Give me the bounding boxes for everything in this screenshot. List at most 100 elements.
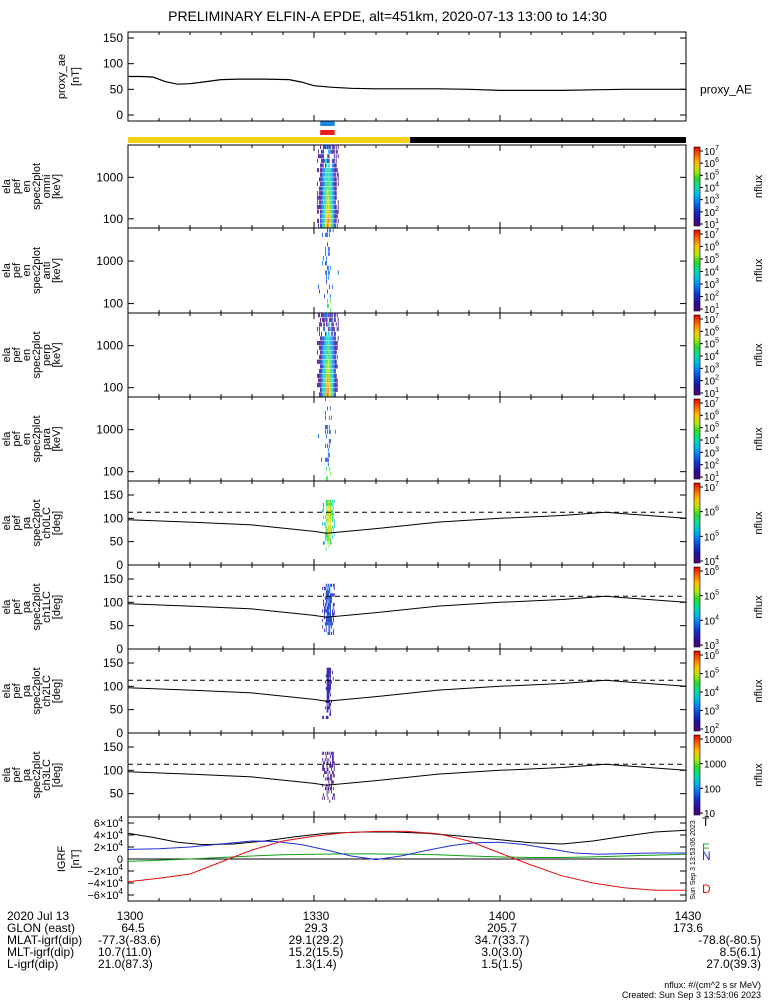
spectrogram-cell xyxy=(332,345,334,350)
spectrogram-cell xyxy=(322,796,324,800)
spectrogram-cell xyxy=(335,214,337,219)
spectrogram-cell xyxy=(333,602,335,607)
spectrogram-cell xyxy=(333,336,335,341)
spectrogram-cell xyxy=(324,378,325,383)
spectrogram-cell xyxy=(324,214,325,219)
y-axis-label-line: para xyxy=(41,427,53,450)
spectrogram-cell xyxy=(332,509,333,513)
spectrogram-cell xyxy=(325,195,326,200)
spectrogram-cell xyxy=(327,761,329,765)
spectrogram-cell xyxy=(327,392,329,397)
spectrogram-cell xyxy=(335,209,337,214)
spectrogram-cell xyxy=(336,172,338,177)
spectrogram-cell xyxy=(334,168,336,173)
spectrogram-cell xyxy=(326,690,328,694)
spectrogram-cell xyxy=(329,499,331,503)
spectrogram-cell xyxy=(331,322,333,327)
spectrogram-cell xyxy=(318,209,319,214)
spectrogram-cell xyxy=(328,512,330,516)
spectrogram-cell xyxy=(327,298,328,304)
y-axis-label-line: pa xyxy=(21,516,33,529)
spectrogram-cell xyxy=(326,158,327,163)
spectrogram-cell xyxy=(326,693,328,697)
spectrogram-cell xyxy=(328,599,330,603)
spectrogram-cell xyxy=(326,317,327,322)
y-tick-label: −6×104 xyxy=(87,887,123,902)
spectrogram-cell xyxy=(325,177,326,182)
spectrogram-cell xyxy=(328,191,330,196)
spectrogram-cell xyxy=(332,223,334,228)
spectrogram-cell xyxy=(329,528,331,532)
spectrogram-cell xyxy=(322,609,324,613)
spectrogram-cell xyxy=(325,415,326,420)
spectrogram-cell xyxy=(329,149,331,154)
spectrogram-cell xyxy=(328,509,330,513)
spectrogram-cell xyxy=(329,223,331,228)
spectrogram-cell xyxy=(321,168,322,173)
spectrogram-cell xyxy=(327,515,329,519)
spectrogram-cell xyxy=(331,317,333,322)
spectrogram-cell xyxy=(329,502,331,507)
spectrogram-cell xyxy=(331,790,332,794)
colorbar-label: nflux xyxy=(753,427,765,451)
spectrogram-cell xyxy=(322,181,323,186)
spectrogram-cell xyxy=(329,506,331,510)
spectrogram-cell xyxy=(318,434,319,439)
spectrogram-cell xyxy=(333,369,335,374)
spectrogram-cell xyxy=(331,680,332,684)
spectrogram-cell xyxy=(330,506,331,510)
spectrogram-cell xyxy=(327,218,328,223)
spectrogram-cell xyxy=(332,754,334,759)
spectrogram-cell xyxy=(327,327,329,332)
spectrogram-cell xyxy=(325,429,326,434)
colorbar-tick-label: 103 xyxy=(704,362,719,375)
spectrogram-cell xyxy=(332,204,334,209)
spectrogram-cell xyxy=(326,331,327,336)
spectrogram-cell xyxy=(326,476,327,481)
spectrogram-cell xyxy=(320,373,321,378)
y-axis-label-line: pa xyxy=(21,600,33,613)
spectrogram-cell xyxy=(332,512,334,516)
y-axis-label-line: spec2plot xyxy=(31,751,43,798)
spectrogram-cell xyxy=(331,764,332,768)
spectrogram-cell xyxy=(324,586,325,591)
spectrogram-cell xyxy=(327,443,328,448)
spectrogram-cell xyxy=(324,364,325,369)
spectrogram-cell xyxy=(327,448,329,453)
spectrogram-cell xyxy=(337,181,339,186)
spectrogram-cell xyxy=(321,195,322,200)
spectrogram-cell xyxy=(337,270,339,275)
spectrogram-cell xyxy=(327,796,329,800)
spectrogram-cell xyxy=(326,336,327,341)
spectrogram-cell xyxy=(327,528,329,532)
spectrogram-cell xyxy=(332,195,334,200)
spectrogram-cell xyxy=(329,670,331,675)
y-axis-label-line: en xyxy=(21,349,33,361)
spectrogram-cell xyxy=(327,506,329,510)
spectrogram-cell xyxy=(327,181,328,186)
spectrogram-cell xyxy=(331,200,333,205)
spectrogram-cell xyxy=(330,331,332,336)
spectrogram-cell xyxy=(332,200,334,205)
spectrogram-cell xyxy=(328,443,330,448)
spectrogram-cell xyxy=(330,541,331,545)
spectrogram-cell xyxy=(329,383,331,388)
spectrogram-cell xyxy=(321,209,322,214)
spectrogram-cell xyxy=(327,709,329,713)
spectrogram-cell xyxy=(328,383,330,388)
spectrogram-cell xyxy=(337,200,339,205)
spectrogram-cell xyxy=(323,774,324,778)
spectrogram-cell xyxy=(325,378,326,383)
spectrogram-cell xyxy=(328,780,330,784)
spectrogram-cell xyxy=(325,355,326,360)
spectrogram-cell xyxy=(333,200,335,205)
spectrogram-cell xyxy=(328,345,330,350)
igrf-series-D xyxy=(127,830,686,891)
spectrogram-cell xyxy=(326,612,328,616)
spectrogram-cell xyxy=(319,195,320,200)
spectrogram-cell xyxy=(328,609,330,613)
spectrogram-cell xyxy=(320,177,321,182)
colorbar-tick-label: 103 xyxy=(704,705,719,718)
spectrogram-cell xyxy=(320,163,321,168)
spectrogram-cell xyxy=(335,218,337,223)
